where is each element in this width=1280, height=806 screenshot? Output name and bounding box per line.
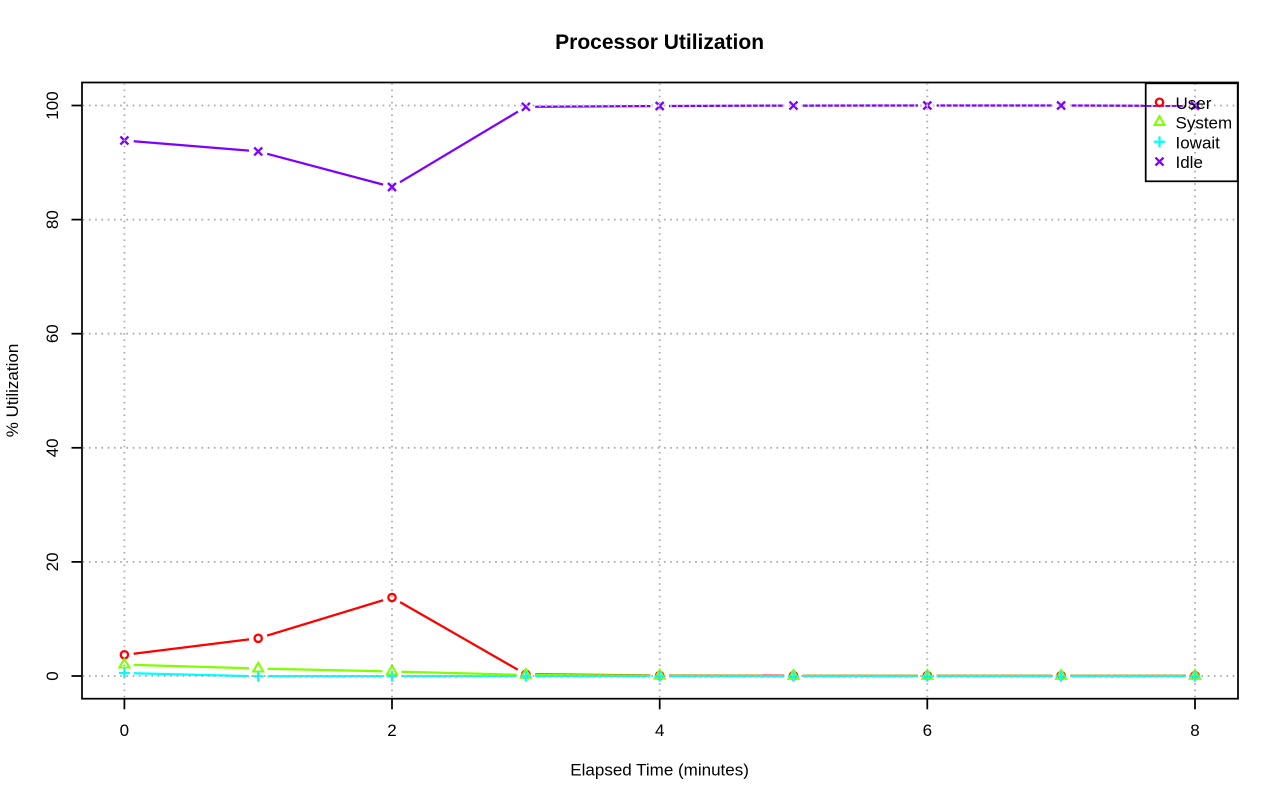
svg-text:Elapsed Time (minutes): Elapsed Time (minutes)	[570, 761, 749, 780]
svg-text:100: 100	[43, 91, 62, 119]
svg-text:Iowait: Iowait	[1176, 133, 1221, 152]
svg-text:4: 4	[655, 721, 664, 740]
svg-text:6: 6	[923, 721, 932, 740]
svg-text:60: 60	[43, 324, 62, 343]
svg-text:40: 40	[43, 438, 62, 457]
svg-text:Idle: Idle	[1176, 153, 1203, 172]
svg-text:0: 0	[120, 721, 129, 740]
svg-text:% Utilization: % Utilization	[3, 344, 22, 438]
svg-text:0: 0	[43, 671, 62, 680]
svg-text:Processor Utilization: Processor Utilization	[555, 31, 764, 54]
svg-text:User: User	[1176, 94, 1212, 113]
svg-text:20: 20	[43, 552, 62, 571]
svg-text:80: 80	[43, 210, 62, 229]
svg-text:8: 8	[1190, 721, 1199, 740]
svg-text:System: System	[1176, 114, 1233, 133]
svg-text:2: 2	[387, 721, 396, 740]
